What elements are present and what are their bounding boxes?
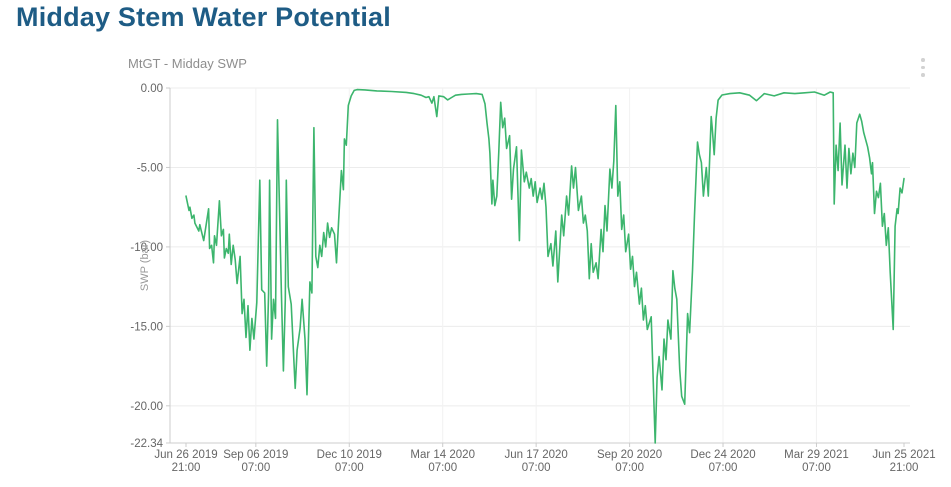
- kebab-menu-icon[interactable]: [917, 58, 929, 82]
- page-title: Midday Stem Water Potential: [16, 2, 391, 32]
- x-tick-label: Jun 25 2021 21:00: [872, 449, 935, 474]
- x-tick-label: Mar 29 2021 07:00: [784, 449, 849, 474]
- kebab-dot: [921, 65, 925, 69]
- x-tick-label: Dec 10 2019 07:00: [317, 449, 382, 474]
- x-tick-label: Jun 17 2020 07:00: [504, 449, 567, 474]
- x-tick-label: Sep 06 2019 07:00: [223, 449, 288, 474]
- y-tick-label: -5.00: [137, 162, 163, 174]
- y-tick-label: -15.00: [130, 321, 163, 333]
- chart-subtitle: MtGT - Midday SWP: [128, 56, 247, 71]
- x-tick-label: Mar 14 2020 07:00: [410, 449, 475, 474]
- plot-area[interactable]: [170, 88, 910, 443]
- y-tick-label: -10.00: [130, 242, 163, 254]
- y-tick-label: 0.00: [141, 83, 163, 95]
- y-tick-label: -20.00: [130, 401, 163, 413]
- kebab-dot: [921, 58, 925, 62]
- x-tick-label: Dec 24 2020 07:00: [690, 449, 755, 474]
- series-line: [185, 88, 905, 444]
- y-tick-label: -22.34: [130, 438, 163, 450]
- kebab-dot: [921, 73, 925, 77]
- y-axis-title: SWP (bar): [139, 240, 151, 291]
- x-tick-label: Jun 26 2019 21:00: [154, 449, 217, 474]
- x-tick-label: Sep 20 2020 07:00: [597, 449, 662, 474]
